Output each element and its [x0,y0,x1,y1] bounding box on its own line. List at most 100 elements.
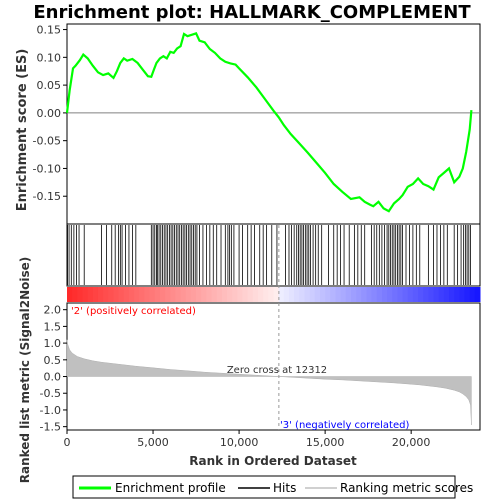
color-bar-segment [82,287,89,302]
color-bar-segment [350,287,357,302]
color-bar-segment [252,287,259,302]
color-bar-segment [474,287,481,302]
color-bar-segment [263,287,269,302]
color-bar-segment [397,287,404,302]
color-bar-segment [392,287,398,302]
color-bar-segment [356,287,362,302]
color-bar-segment [345,287,352,302]
color-bar-segment [314,287,321,302]
color-bar-segment [154,287,161,302]
color-bar-segment [103,287,109,302]
color-bar-segment [87,287,94,302]
color-bar-segment [294,287,300,302]
color-bar-segment [278,287,285,302]
color-bar-segment [247,287,254,302]
color-bar-segment [113,287,120,302]
color-bar-segment [190,287,197,302]
ranked-y-tick-label: -0.5 [40,387,61,400]
es-y-tick-label: -0.15 [33,190,61,203]
color-bar-segment [449,287,455,302]
legend: Enrichment profile Hits Ranking metric s… [72,475,473,499]
color-bar-segment [185,287,192,302]
color-bar-segment [288,287,295,302]
color-bar-segment [108,287,114,302]
color-bar-segment [196,287,202,302]
color-bar-segment [381,287,388,302]
color-bar-segment [67,287,73,302]
ranked-y-axis-ticks: 2.0 1.5 1.0 0.5 0.0 -0.5 -1.0 -1.5 [40,304,67,434]
color-bar-segment [118,287,125,302]
x-axis-ticks: 0 5,000 10,000 15,000 20,000 [64,430,430,449]
es-y-tick-label: 0.10 [37,51,62,64]
color-bar-segment [361,287,367,302]
color-bar-segment [469,287,476,302]
color-bar-segment [340,287,347,302]
color-bar-segment [211,287,218,302]
chart-title: Enrichment plot: HALLMARK_COMPLEMENT [33,2,471,23]
color-bar-segment [273,287,280,302]
color-bar-segment [309,287,316,302]
hit-markers [67,225,471,285]
color-bar-segment [134,287,140,302]
es-y-tick-label: 0.00 [37,107,62,120]
ranked-y-tick-label: 0.5 [44,354,62,367]
color-bar-segment [221,287,228,302]
color-bar-segment [237,287,244,302]
color-bar-segment [268,287,274,302]
x-tick-label: 5,000 [137,436,169,449]
color-bar-segment [402,287,409,302]
color-bar-segment [149,287,156,302]
color-bar-segment [175,287,182,302]
es-y-tick-label: -0.05 [33,135,61,148]
x-tick-label: 15,000 [306,436,345,449]
color-bar-segment [464,287,471,302]
color-bar-segment [123,287,130,302]
color-bar-segment [144,287,151,302]
color-bar-segment [371,287,378,302]
color-bar-segment [433,287,440,302]
ranked-y-tick-label: -1.0 [40,404,61,417]
positive-correlation-label: '2' (positively correlated) [71,306,196,317]
es-y-tick-label: 0.15 [37,24,62,37]
x-tick-label: 10,000 [220,436,259,449]
color-bar-segment [139,287,145,302]
legend-hits-label: Hits [273,481,296,495]
zero-cross-label: Zero cross at 12312 [227,365,327,376]
color-bar-segment [206,287,213,302]
ranking-metric-area [66,339,472,426]
es-y-tick-label: 0.05 [37,79,62,92]
color-bar-segment [232,287,238,302]
color-bar-segment [423,287,429,302]
color-bar-segment [242,287,249,302]
ranked-y-axis-label: Ranked list metric (Signal2Noise) [18,257,32,484]
es-y-axis-label: Enrichment score (ES) [15,49,30,212]
ranked-y-tick-label: 1.5 [44,320,62,333]
es-y-axis-ticks: 0.15 0.10 0.05 0.00 -0.05 -0.10 -0.15 [33,24,67,203]
ranked-y-tick-label: -1.5 [40,421,61,434]
color-bar-segment [376,287,383,302]
color-bar-segment [216,287,223,302]
color-bar-segment [180,287,187,302]
color-bar-segment [77,287,83,302]
color-bar-segment [454,287,460,302]
color-bar-segment [92,287,99,302]
es-panel-frame [66,23,481,225]
enrichment-profile-line [65,32,473,213]
color-bar-segment [304,287,311,302]
negative-correlation-label: '3' (negatively correlated) [280,420,409,431]
color-bar-segment [330,287,336,302]
color-bar-segment [227,287,233,302]
color-bar-segment [325,287,331,302]
ranked-y-tick-label: 0.0 [44,371,62,384]
color-bar-segment [97,287,104,302]
legend-frame [72,475,456,499]
ranked-y-tick-label: 1.0 [44,337,62,350]
color-bar-segment [418,287,424,302]
color-bar-segment [159,287,166,302]
legend-ranking-label: Ranking metric scores [340,481,473,495]
ranked-y-tick-label: 2.0 [44,304,62,317]
color-bar-segment [283,287,290,302]
color-bar-segment [438,287,445,302]
color-bar-segment [299,287,305,302]
color-bar-segment [459,287,466,302]
